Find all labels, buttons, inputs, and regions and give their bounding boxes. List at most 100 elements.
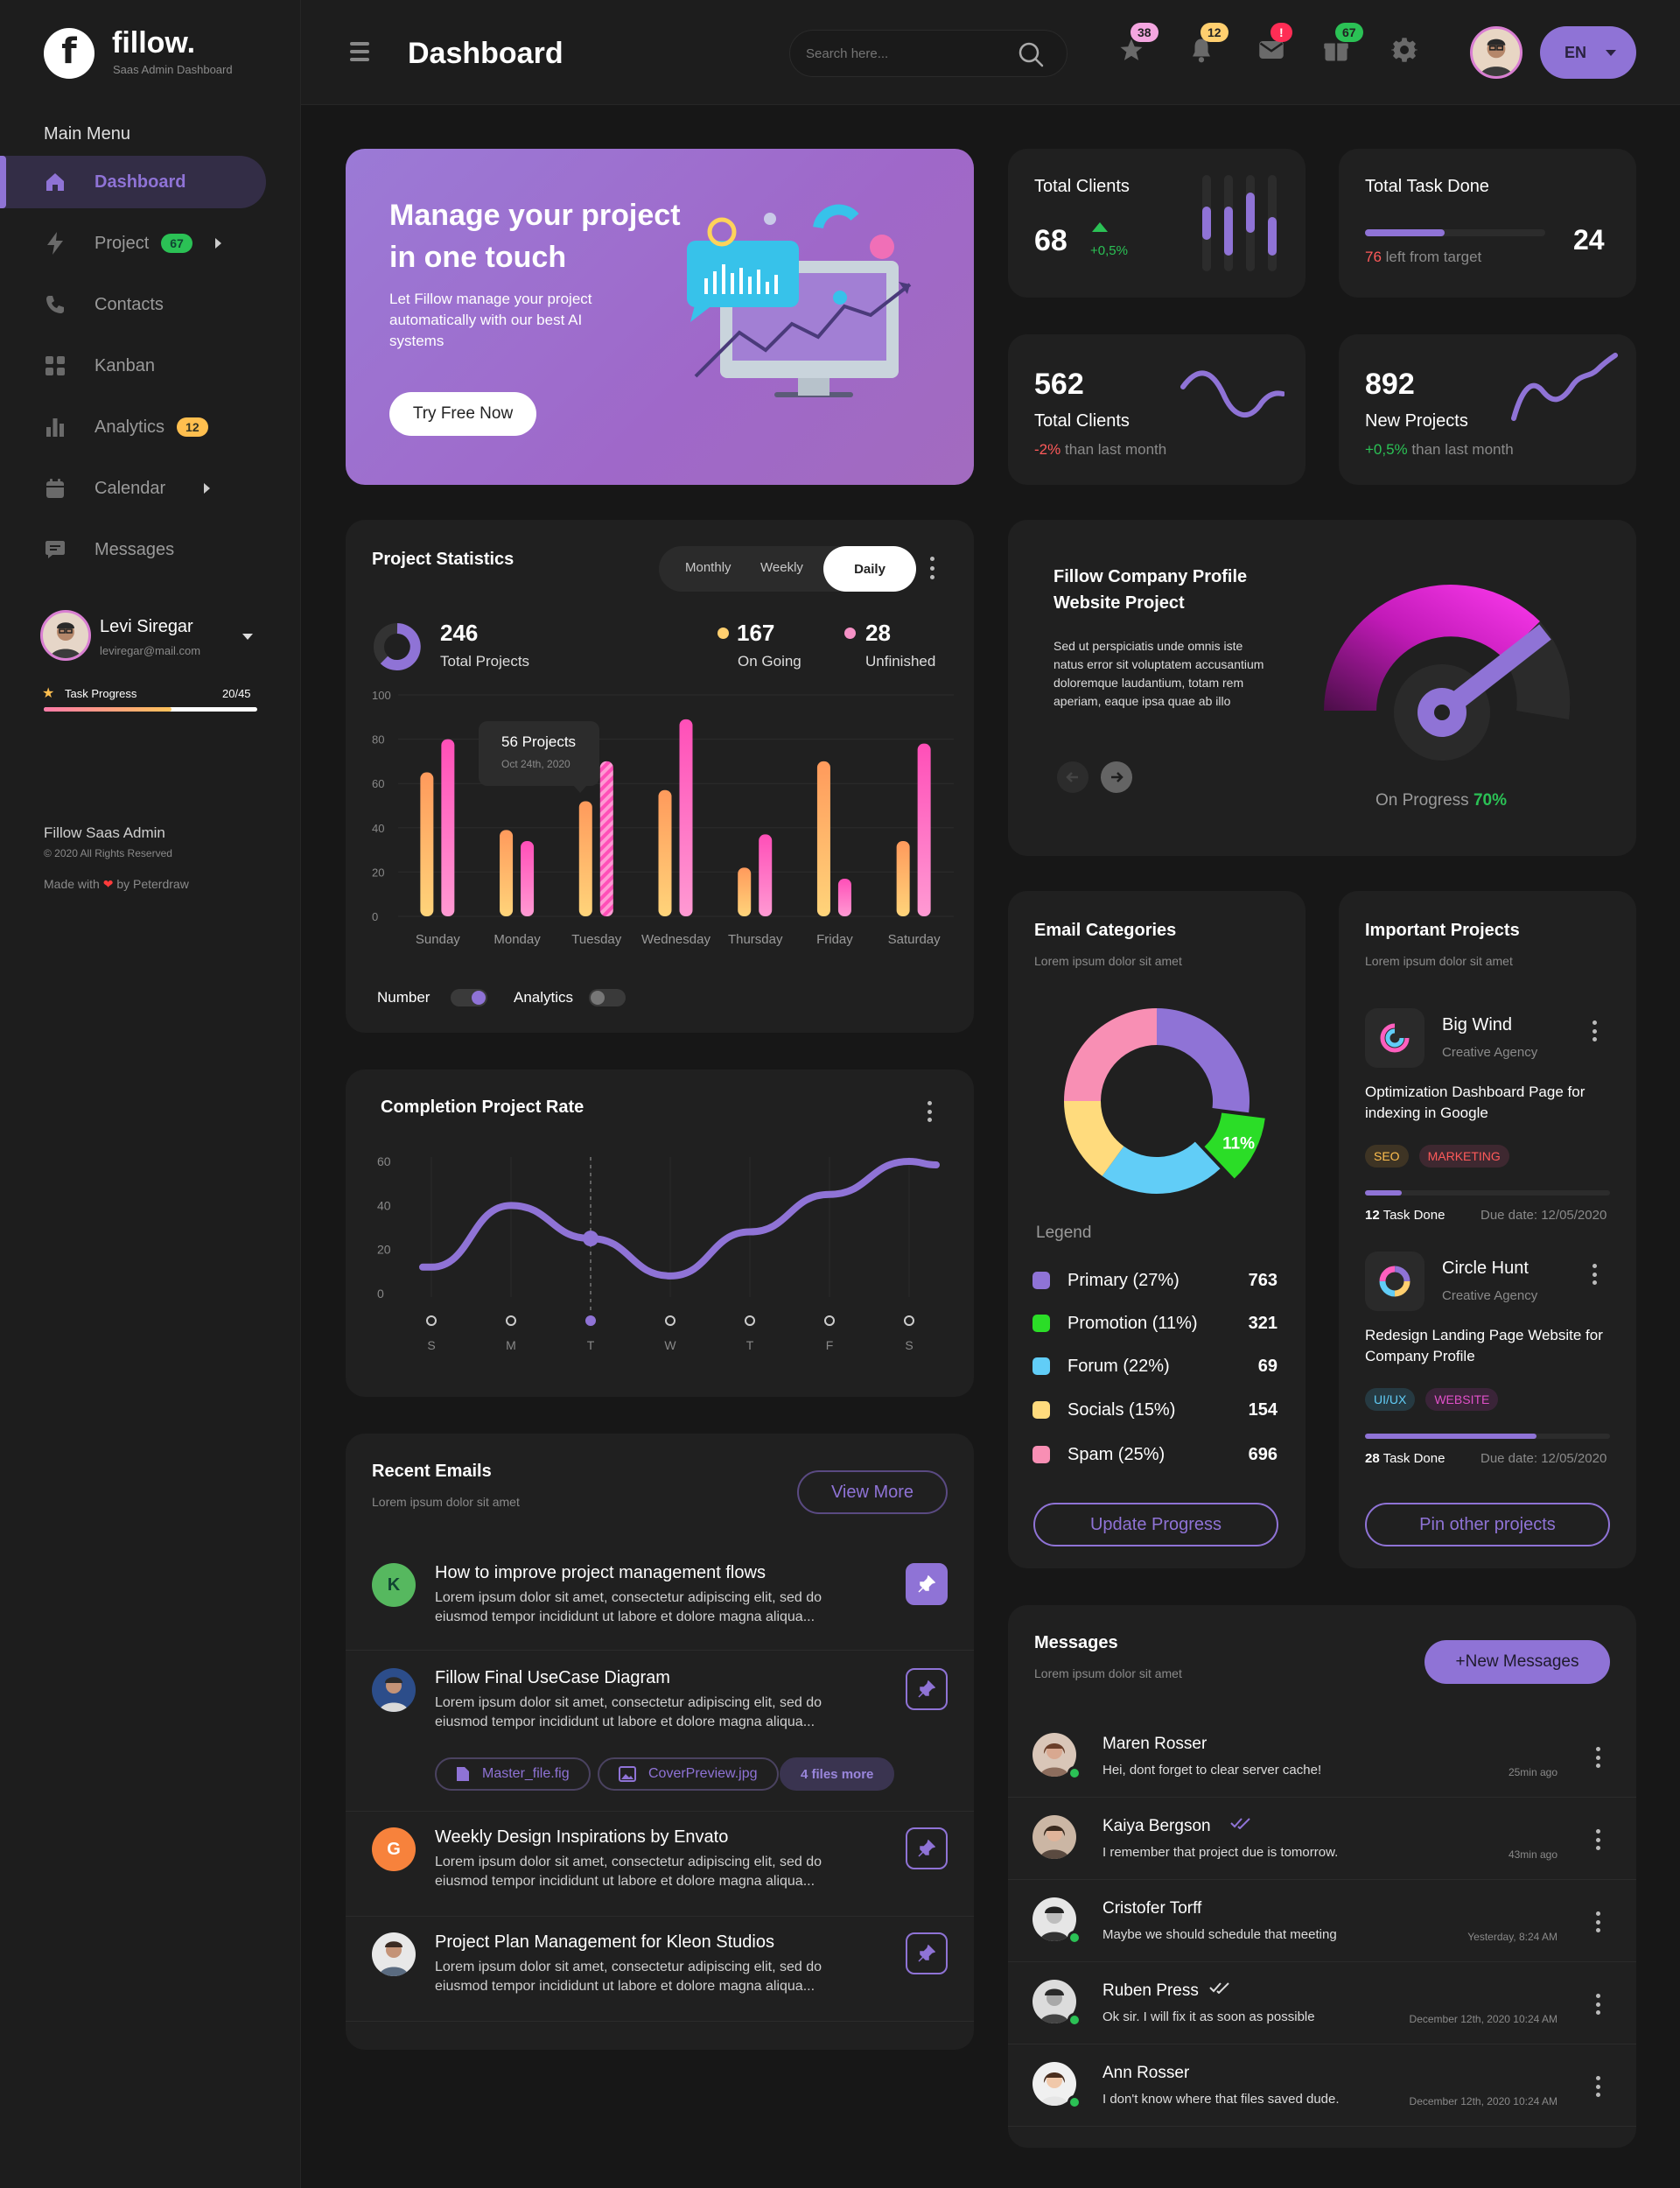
pin-button[interactable] — [906, 1563, 948, 1605]
online-dot — [1068, 1931, 1082, 1945]
tag-seo[interactable]: SEO — [1365, 1145, 1409, 1168]
hamburger-icon[interactable] — [350, 42, 369, 63]
tag-marketing[interactable]: MARKETING — [1418, 1145, 1509, 1168]
tag-uiux[interactable]: UI/UX — [1365, 1388, 1416, 1411]
sidebar: f fillow. Saas Admin Dashboard Main Menu… — [0, 0, 301, 2188]
y-tick-label: 100 — [372, 689, 391, 702]
analytics-toggle[interactable] — [589, 989, 626, 1006]
user-dropdown-icon[interactable] — [242, 634, 253, 640]
message-more-icon[interactable] — [1596, 1994, 1601, 2015]
sidebar-item-label: Messages — [94, 539, 175, 559]
more-options-icon[interactable] — [928, 1101, 933, 1122]
project-name[interactable]: Circle Hunt — [1442, 1259, 1529, 1278]
update-progress-button[interactable]: Update Progress — [1033, 1503, 1278, 1546]
important-subtitle: Lorem ipsum dolor sit amet — [1365, 954, 1513, 968]
important-projects-card: Important Projects Lorem ipsum dolor sit… — [1339, 891, 1636, 1568]
email-item[interactable]: G Weekly Design Inspirations by Envato L… — [346, 1822, 974, 1917]
pin-button[interactable] — [906, 1668, 948, 1710]
new-projects-suffix: than last month — [1411, 441, 1514, 458]
message-more-icon[interactable] — [1596, 1829, 1601, 1850]
star-notification[interactable]: 38 — [1118, 23, 1158, 67]
email-item[interactable]: Project Plan Management for Kleon Studio… — [346, 1927, 974, 2022]
message-item[interactable]: Ruben Press Ok sir. I will fix it as soo… — [1008, 1962, 1636, 2044]
legend-row: Spam (25%) 696 — [1032, 1441, 1278, 1468]
bar-series-1 — [738, 867, 752, 916]
more-files-chip[interactable]: 4 files more — [780, 1757, 895, 1791]
done-label: Task Done — [1382, 1451, 1446, 1466]
message-more-icon[interactable] — [1596, 2076, 1601, 2097]
header-avatar[interactable] — [1470, 26, 1522, 79]
project-progress-fill — [1365, 1190, 1402, 1196]
prev-button[interactable] — [1057, 761, 1088, 793]
project-name[interactable]: Big Wind — [1442, 1015, 1513, 1034]
tab-weekly[interactable]: Weekly — [760, 560, 803, 575]
y-tick-label: 0 — [377, 1287, 384, 1301]
bell-notification[interactable]: 12 — [1188, 23, 1228, 67]
search-box[interactable] — [789, 30, 1068, 77]
pin-projects-button[interactable]: Pin other projects — [1365, 1503, 1610, 1546]
double-check-icon — [1209, 1982, 1229, 1994]
message-more-icon[interactable] — [1596, 1747, 1601, 1768]
email-item[interactable]: K How to improve project management flow… — [346, 1558, 974, 1651]
email-item[interactable]: Fillow Final UseCase Diagram Lorem ipsum… — [346, 1663, 974, 1812]
pin-button[interactable] — [906, 1827, 948, 1869]
tag-website[interactable]: WEBSITE — [1425, 1388, 1499, 1411]
tab-monthly[interactable]: Monthly — [685, 560, 732, 575]
avatar-initial: G — [387, 1839, 401, 1859]
menu-heading: Main Menu — [44, 124, 130, 144]
legend-label: Forum (22%) — [1068, 1356, 1170, 1376]
search-input[interactable] — [806, 43, 998, 64]
clients-month-suffix: than last month — [1064, 441, 1167, 458]
company-text: Sed ut perspiciatis unde omnis iste natu… — [1054, 639, 1264, 708]
view-more-button[interactable]: View More — [797, 1470, 948, 1514]
language-select[interactable]: EN — [1540, 26, 1636, 79]
try-free-button[interactable]: Try Free Now — [389, 392, 536, 436]
message-more-icon[interactable] — [1596, 1911, 1601, 1932]
sidebar-item-dashboard[interactable]: Dashboard — [0, 156, 266, 208]
attachment-chip[interactable]: Master_file.fig — [435, 1757, 591, 1791]
grid-icon — [44, 354, 66, 377]
sidebar-item-calendar[interactable]: Calendar — [0, 462, 266, 515]
message-item[interactable]: Ann Rosser I don't know where that files… — [1008, 2044, 1636, 2127]
user-avatar[interactable] — [40, 610, 91, 661]
more-options-icon[interactable] — [930, 557, 935, 579]
sidebar-item-project[interactable]: Project 67 — [0, 217, 266, 270]
attachment-chip[interactable]: CoverPreview.jpg — [598, 1757, 779, 1791]
donut-slice — [1157, 1008, 1250, 1113]
pin-icon — [918, 1840, 935, 1857]
new-message-button[interactable]: +New Messages — [1424, 1640, 1610, 1684]
message-item[interactable]: Cristofer Torff Maybe we should schedule… — [1008, 1880, 1636, 1962]
settings-button[interactable] — [1390, 37, 1421, 67]
language-value: EN — [1564, 43, 1587, 61]
brand-logo[interactable]: f — [44, 28, 94, 79]
message-item[interactable]: Kaiya Bergson I remember that project du… — [1008, 1798, 1636, 1880]
project-progress-track — [1365, 1434, 1610, 1439]
series-line — [419, 1157, 940, 1280]
project-more-icon[interactable] — [1592, 1020, 1598, 1041]
legend-count: 763 — [1248, 1270, 1278, 1290]
number-toggle[interactable] — [451, 989, 487, 1006]
gift-notification[interactable]: 67 — [1323, 23, 1363, 67]
next-button[interactable] — [1101, 761, 1132, 793]
sidebar-item-analytics[interactable]: Analytics 12 — [0, 401, 266, 453]
messages-title: Messages — [1034, 1633, 1118, 1652]
task-progress-value: 20/45 — [222, 687, 251, 700]
donut-slice-label: 11% — [1222, 1135, 1255, 1154]
project-more-icon[interactable] — [1592, 1264, 1598, 1285]
pin-button[interactable] — [906, 1932, 948, 1974]
star-icon: ★ — [42, 684, 55, 701]
sidebar-item-kanban[interactable]: Kanban — [0, 340, 266, 392]
sidebar-item-messages[interactable]: Messages — [0, 523, 266, 576]
tab-daily[interactable]: Daily — [823, 546, 916, 592]
message-item[interactable]: Maren Rosser Hei, dont forget to clear s… — [1008, 1715, 1636, 1798]
footer-copyright: © 2020 All Rights Reserved — [44, 847, 172, 859]
x-marker — [585, 1315, 596, 1326]
mail-notification[interactable]: ! — [1258, 23, 1292, 67]
x-marker — [904, 1315, 914, 1326]
message-time: December 12th, 2020 10:24 AM — [1409, 2095, 1558, 2107]
y-tick-label: 60 — [372, 777, 384, 790]
unfinished-dot — [844, 628, 856, 639]
sidebar-item-contacts[interactable]: Contacts — [0, 278, 266, 331]
search-icon[interactable] — [1018, 41, 1044, 67]
email-categories-subtitle: Lorem ipsum dolor sit amet — [1034, 954, 1182, 968]
